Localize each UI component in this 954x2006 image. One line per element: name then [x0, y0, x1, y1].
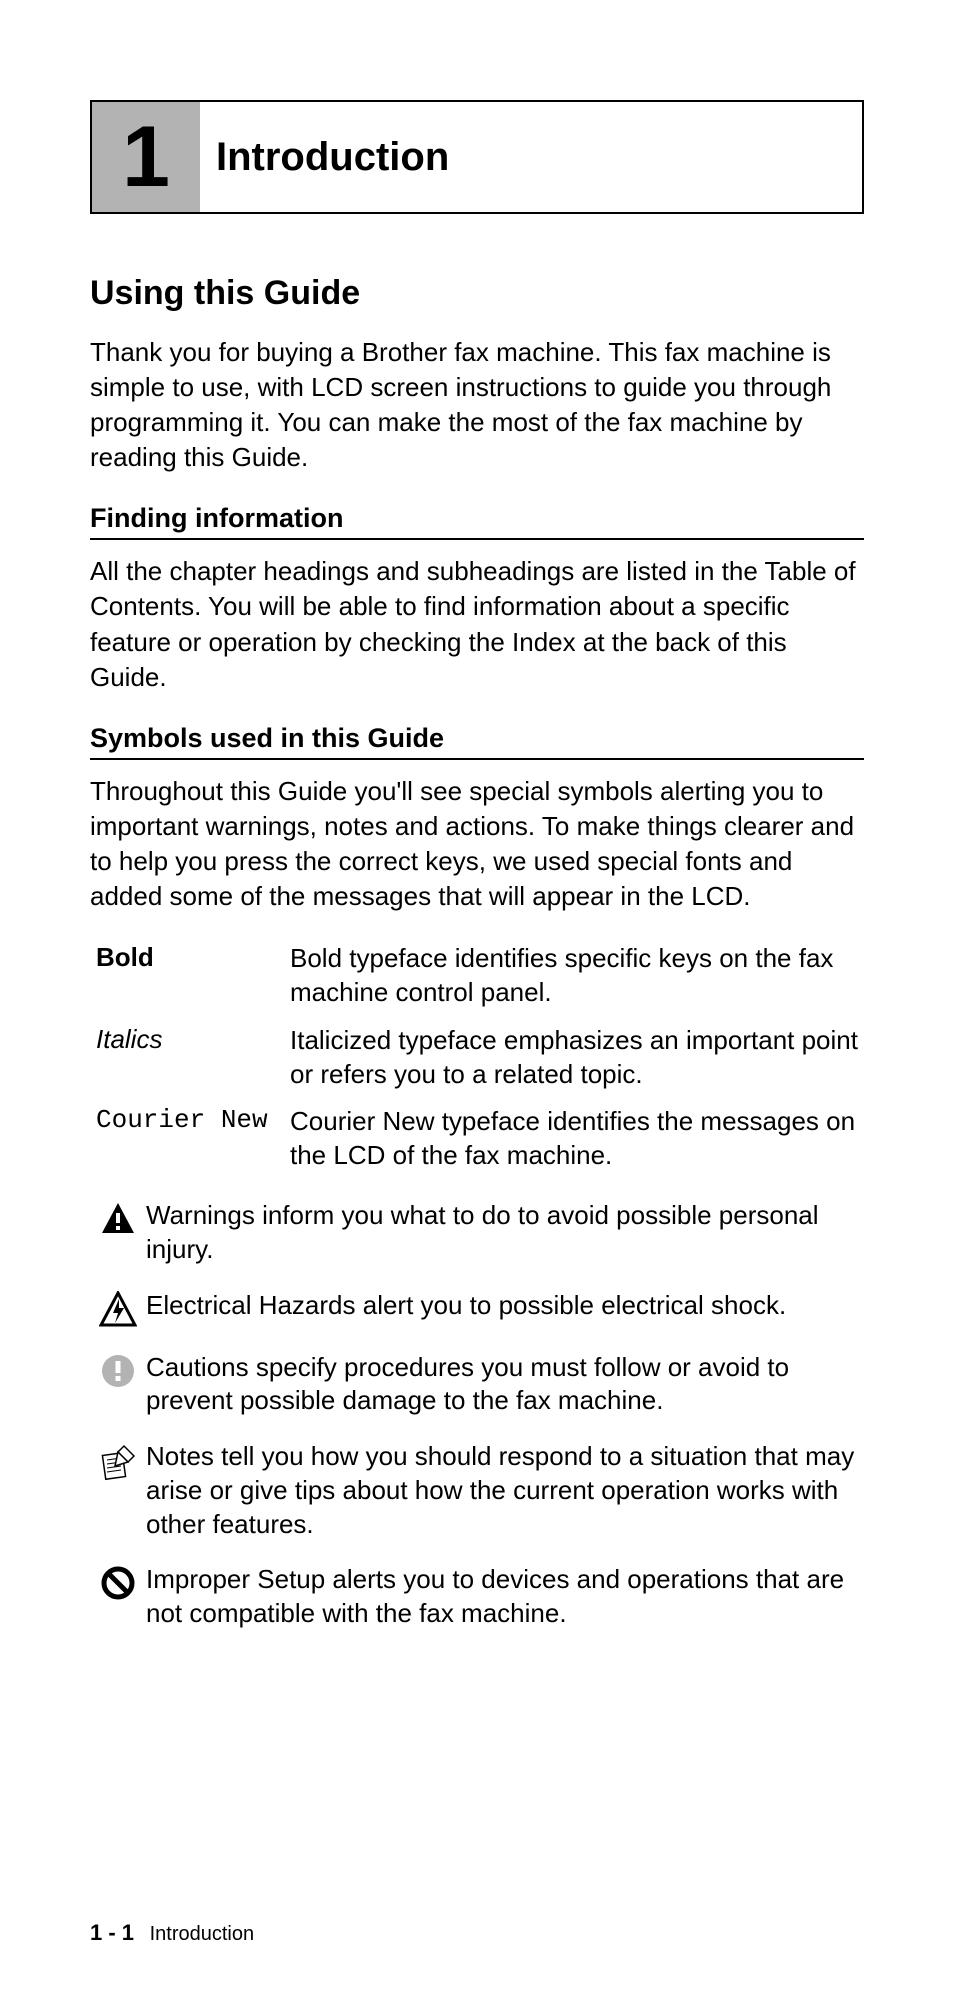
subsection-text-finding: All the chapter headings and subheadings…: [90, 554, 864, 694]
chapter-header: 1 Introduction: [90, 100, 864, 214]
symbol-text: Notes tell you how you should respond to…: [146, 1440, 864, 1541]
section-intro: Thank you for buying a Brother fax machi…: [90, 335, 864, 475]
page-footer: 1 - 1 Introduction: [90, 1920, 254, 1946]
def-row-italics: Italics Italicized typeface emphasizes a…: [90, 1024, 864, 1092]
divider: [90, 758, 864, 760]
def-term: Bold: [90, 942, 290, 1010]
symbol-row-caution: Cautions specify procedures you must fol…: [90, 1351, 864, 1419]
def-desc: Italicized typeface emphasizes an import…: [290, 1024, 864, 1092]
subsection-title-symbols: Symbols used in this Guide: [90, 723, 864, 754]
subsection-text-symbols: Throughout this Guide you'll see special…: [90, 774, 864, 914]
chapter-title: Introduction: [200, 102, 449, 212]
symbol-text: Warnings inform you what to do to avoid …: [146, 1199, 864, 1267]
chapter-number: 1: [92, 102, 200, 212]
warning-icon: [90, 1199, 146, 1237]
document-page: 1 Introduction Using this Guide Thank yo…: [0, 0, 954, 2006]
symbol-row-improper: Improper Setup alerts you to devices and…: [90, 1563, 864, 1631]
symbol-text: Cautions specify procedures you must fol…: [146, 1351, 864, 1419]
subsection-title-finding: Finding information: [90, 503, 864, 534]
symbol-row-note: Notes tell you how you should respond to…: [90, 1440, 864, 1541]
symbol-row-warning: Warnings inform you what to do to avoid …: [90, 1199, 864, 1267]
symbol-definition-list: Warnings inform you what to do to avoid …: [90, 1199, 864, 1631]
section-title: Using this Guide: [90, 274, 864, 313]
typeface-definition-list: Bold Bold typeface identifies specific k…: [90, 942, 864, 1173]
def-term: Italics: [90, 1024, 290, 1092]
divider: [90, 538, 864, 540]
symbol-text: Improper Setup alerts you to devices and…: [146, 1563, 864, 1631]
note-icon: [90, 1440, 146, 1482]
symbol-text: Electrical Hazards alert you to possible…: [146, 1289, 786, 1323]
def-row-bold: Bold Bold typeface identifies specific k…: [90, 942, 864, 1010]
page-number: 1 - 1: [90, 1920, 134, 1945]
symbol-row-electrical: Electrical Hazards alert you to possible…: [90, 1289, 864, 1329]
def-row-courier: Courier New Courier New typeface identif…: [90, 1105, 864, 1173]
def-term: Courier New: [90, 1105, 290, 1173]
footer-label: Introduction: [150, 1923, 255, 1945]
caution-icon: [90, 1351, 146, 1389]
electrical-hazard-icon: [90, 1289, 146, 1329]
def-desc: Courier New typeface identifies the mess…: [290, 1105, 864, 1173]
improper-setup-icon: [90, 1563, 146, 1601]
def-desc: Bold typeface identifies specific keys o…: [290, 942, 864, 1010]
